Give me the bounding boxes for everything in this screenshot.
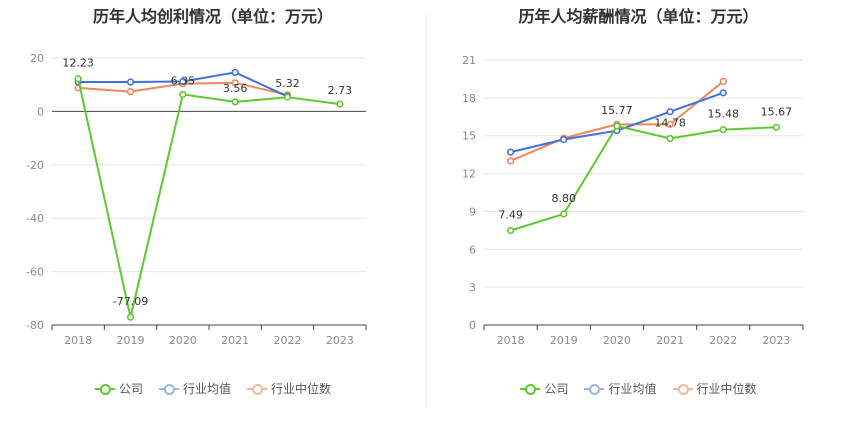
data-point-industry-avg[interactable] bbox=[231, 68, 239, 77]
data-label-company: 7.49 bbox=[498, 208, 522, 221]
data-point-industry-median[interactable] bbox=[506, 157, 515, 165]
profit-chart-legend: 公司 行业均值 行业中位数 bbox=[0, 380, 426, 397]
legend-industry-median-icon bbox=[672, 383, 693, 395]
salary-chart-legend: 公司 行业均值 行业中位数 bbox=[427, 380, 850, 397]
data-point-company[interactable] bbox=[179, 90, 187, 99]
data-label-company: 2.73 bbox=[328, 84, 353, 97]
series-line-company bbox=[510, 124, 777, 232]
y-tick-label: 20 bbox=[30, 52, 44, 65]
salary-chart-panel: 历年人均薪酬情况（单位：万元） 21 18 15 12 9 6 3 0 2018 2019 2020… bbox=[427, 0, 850, 437]
y-tick-label: 15 bbox=[462, 130, 476, 143]
x-tick-label: 2021 bbox=[221, 334, 249, 347]
y-tick-label: 3 bbox=[469, 281, 476, 294]
data-label-company: 15.48 bbox=[708, 108, 740, 121]
y-tick-label: -60 bbox=[26, 266, 44, 279]
x-tick-label: 2018 bbox=[497, 334, 525, 347]
salary-chart-title: 历年人均薪酬情况（单位：万元） bbox=[518, 7, 759, 26]
legend-industry-median-label: 行业中位数 bbox=[271, 382, 332, 396]
y-tick-label: 0 bbox=[469, 319, 476, 332]
profit-chart-plot: 20 0 -20 -40 -60 -80 2018 2019 2020 2021 2022 2023 1… bbox=[26, 52, 367, 347]
legend-industry-avg-label: 行业均值 bbox=[608, 382, 657, 396]
y-tick-label: -80 bbox=[26, 319, 44, 332]
data-point-company[interactable] bbox=[506, 226, 515, 235]
legend-industry-avg[interactable]: 行业均值 bbox=[158, 380, 231, 397]
data-point-company[interactable] bbox=[231, 98, 239, 106]
y-tick-label: 12 bbox=[462, 168, 476, 181]
data-point-company[interactable] bbox=[336, 100, 344, 108]
legend-industry-avg[interactable]: 行业均值 bbox=[584, 380, 657, 397]
salary-chart-plot: 21 18 15 12 9 6 3 0 2018 2019 2020 2021 2022 2023 7.49… bbox=[462, 54, 804, 347]
data-point-industry-avg[interactable] bbox=[126, 78, 135, 86]
y-tick-label: 21 bbox=[462, 54, 476, 67]
data-label-company: 8.80 bbox=[552, 192, 577, 205]
profit-chart-panel: 历年人均创利情况（单位：万元） 20 0 -20 -40 -60 -80 2018 2019 2… bbox=[0, 7, 426, 397]
x-tick-label: 2023 bbox=[326, 334, 354, 347]
data-point-company[interactable] bbox=[283, 93, 292, 101]
legend-company-label: 公司 bbox=[544, 382, 569, 396]
x-tick-label: 2020 bbox=[603, 334, 631, 347]
legend-company-label: 公司 bbox=[118, 382, 143, 396]
data-label-company: 6.35 bbox=[171, 74, 196, 87]
data-point-company[interactable] bbox=[126, 313, 135, 321]
y-tick-label: -20 bbox=[26, 159, 44, 172]
data-label-company: 3.56 bbox=[223, 82, 248, 95]
data-point-industry-avg[interactable] bbox=[560, 135, 568, 144]
x-tick-label: 2023 bbox=[762, 334, 790, 347]
data-point-company[interactable] bbox=[666, 134, 674, 143]
data-point-industry-avg[interactable] bbox=[179, 77, 187, 86]
legend-industry-median[interactable]: 行业中位数 bbox=[672, 380, 757, 397]
x-tick-label: 2020 bbox=[169, 334, 197, 347]
profit-chart-title: 历年人均创利情况（单位：万元） bbox=[92, 7, 333, 26]
x-tick-label: 2019 bbox=[550, 334, 578, 347]
y-tick-label: 0 bbox=[37, 105, 44, 118]
data-point-company[interactable] bbox=[560, 210, 568, 218]
data-label-company: 15.67 bbox=[761, 105, 793, 118]
data-point-industry-avg[interactable] bbox=[719, 89, 727, 97]
data-point-industry-median[interactable] bbox=[666, 120, 674, 128]
y-tick-label: 18 bbox=[462, 92, 476, 105]
panel-divider bbox=[426, 14, 427, 409]
y-tick-label: -40 bbox=[26, 212, 44, 225]
legend-industry-median[interactable]: 行业中位数 bbox=[247, 380, 331, 397]
data-point-company[interactable] bbox=[772, 123, 781, 131]
legend-industry-avg-label: 行业均值 bbox=[182, 382, 231, 396]
data-point-industry-avg[interactable] bbox=[666, 108, 674, 116]
data-point-company[interactable] bbox=[74, 75, 82, 83]
legend-company[interactable]: 公司 bbox=[94, 380, 143, 397]
x-tick-label: 2022 bbox=[709, 334, 737, 347]
x-tick-label: 2018 bbox=[64, 334, 92, 347]
x-tick-label: 2019 bbox=[117, 334, 145, 347]
legend-industry-median-icon bbox=[247, 383, 267, 395]
x-tick-label: 2021 bbox=[656, 334, 684, 347]
data-label-company: 15.77 bbox=[601, 104, 633, 117]
data-point-industry-avg[interactable] bbox=[506, 148, 515, 156]
series-line-company bbox=[77, 78, 340, 318]
data-label-company: 12.23 bbox=[62, 57, 94, 70]
data-label-company: 5.32 bbox=[275, 77, 300, 90]
legend-company[interactable]: 公司 bbox=[520, 380, 568, 397]
legend-company-icon bbox=[520, 383, 541, 395]
legend-industry-avg-icon bbox=[158, 383, 179, 395]
data-point-company[interactable] bbox=[719, 126, 727, 134]
data-point-company[interactable] bbox=[613, 122, 621, 130]
data-point-industry-median[interactable] bbox=[719, 77, 727, 86]
legend-company-icon bbox=[94, 383, 115, 395]
data-point-industry-median[interactable] bbox=[126, 88, 135, 96]
data-point-industry-median[interactable] bbox=[231, 79, 239, 87]
data-label-company: 14.78 bbox=[654, 116, 686, 129]
y-tick-label: 6 bbox=[469, 243, 476, 256]
x-tick-label: 2022 bbox=[274, 334, 302, 347]
legend-industry-median-label: 行业中位数 bbox=[696, 382, 757, 396]
data-label-company: -77.09 bbox=[113, 295, 148, 308]
legend-industry-avg-icon bbox=[584, 383, 605, 395]
y-tick-label: 9 bbox=[469, 205, 476, 218]
